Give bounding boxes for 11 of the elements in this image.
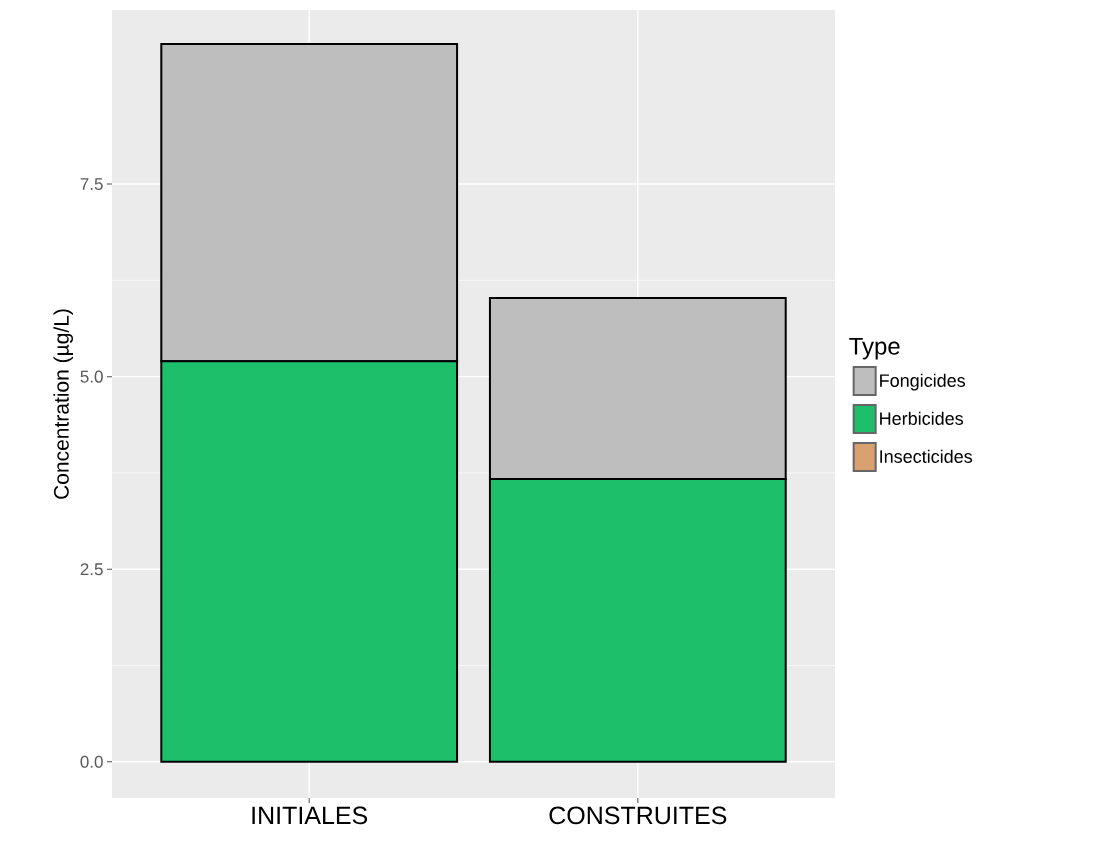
legend-label: Herbicides	[880, 411, 964, 425]
y-tick-label: 0.0	[80, 755, 103, 768]
y-tick-label: 2.5	[80, 563, 103, 576]
legend-label: Insecticides	[880, 449, 973, 463]
y-tick-label: 5.0	[80, 370, 103, 383]
legend-title: Type	[849, 337, 900, 360]
legend-label: Fongicides	[880, 373, 966, 391]
x-tick-label: CONSTRUITES	[549, 806, 727, 825]
y-axis-title: Concentration (µg/L)	[53, 309, 73, 499]
y-tick-label: 7.5	[80, 178, 103, 191]
x-tick-label: INITIALES	[252, 806, 368, 825]
